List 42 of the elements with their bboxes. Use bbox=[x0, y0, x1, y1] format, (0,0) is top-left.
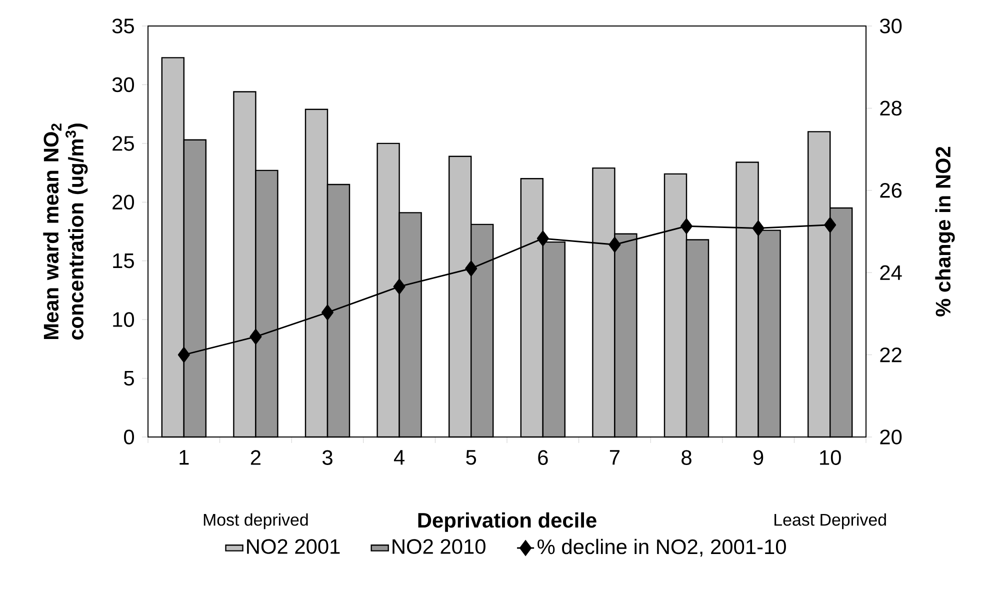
point bbox=[250, 328, 262, 344]
text: Least Deprived bbox=[774, 513, 886, 530]
y2-tick-label: 30 bbox=[880, 18, 902, 34]
x-tick-label: 9 bbox=[753, 450, 764, 465]
legend-label: NO2 2010 bbox=[392, 539, 486, 554]
point bbox=[465, 260, 478, 276]
y-tick-label: 5 bbox=[124, 370, 134, 386]
y2-tick-label: 24 bbox=[880, 265, 902, 280]
y2-axis-title: % change in NO2 bbox=[935, 146, 955, 316]
legend-label: NO2 2001 bbox=[247, 539, 340, 554]
point bbox=[752, 220, 764, 236]
y-tick-label: 35 bbox=[112, 18, 134, 34]
y-axis-title: Mean ward mean NO$_{2}$ concentration (ug/m$^{3}$) bbox=[43, 124, 88, 340]
x-tick-label: 8 bbox=[682, 450, 692, 465]
x-tick-label: 2 bbox=[250, 450, 260, 465]
x-tick-label: 5 bbox=[466, 450, 476, 465]
y2-tick-label: 26 bbox=[880, 182, 902, 198]
x-tick-label: 4 bbox=[394, 450, 404, 465]
y2-tick-label: 28 bbox=[880, 100, 902, 116]
y-tick-label: 20 bbox=[112, 194, 134, 210]
x-tick-label: 1 bbox=[180, 450, 189, 465]
point bbox=[178, 347, 190, 363]
y-tick-label: 0 bbox=[124, 430, 134, 444]
text: Most deprived bbox=[204, 513, 308, 530]
legend-label: % decline in NO2, 2001-10 bbox=[538, 538, 786, 557]
point bbox=[322, 304, 334, 320]
y-tick-label: 25 bbox=[112, 136, 134, 151]
y2-tick-label: 20 bbox=[880, 430, 902, 444]
y-tick-label: 15 bbox=[113, 254, 134, 268]
point bbox=[680, 218, 693, 234]
x-axis-title: Deprivation decile bbox=[418, 512, 596, 532]
x-tick-label: 10 bbox=[820, 450, 841, 465]
x-tick-label: 6 bbox=[538, 450, 548, 465]
point bbox=[536, 230, 549, 246]
x-tick-label: 3 bbox=[322, 450, 332, 465]
point bbox=[824, 217, 836, 233]
point bbox=[393, 278, 406, 294]
y-tick-label: 30 bbox=[112, 77, 134, 92]
y-tick-label: 10 bbox=[113, 312, 134, 327]
x-tick-label: 7 bbox=[610, 450, 620, 465]
point bbox=[608, 236, 621, 252]
y2-tick-label: 22 bbox=[880, 347, 902, 362]
